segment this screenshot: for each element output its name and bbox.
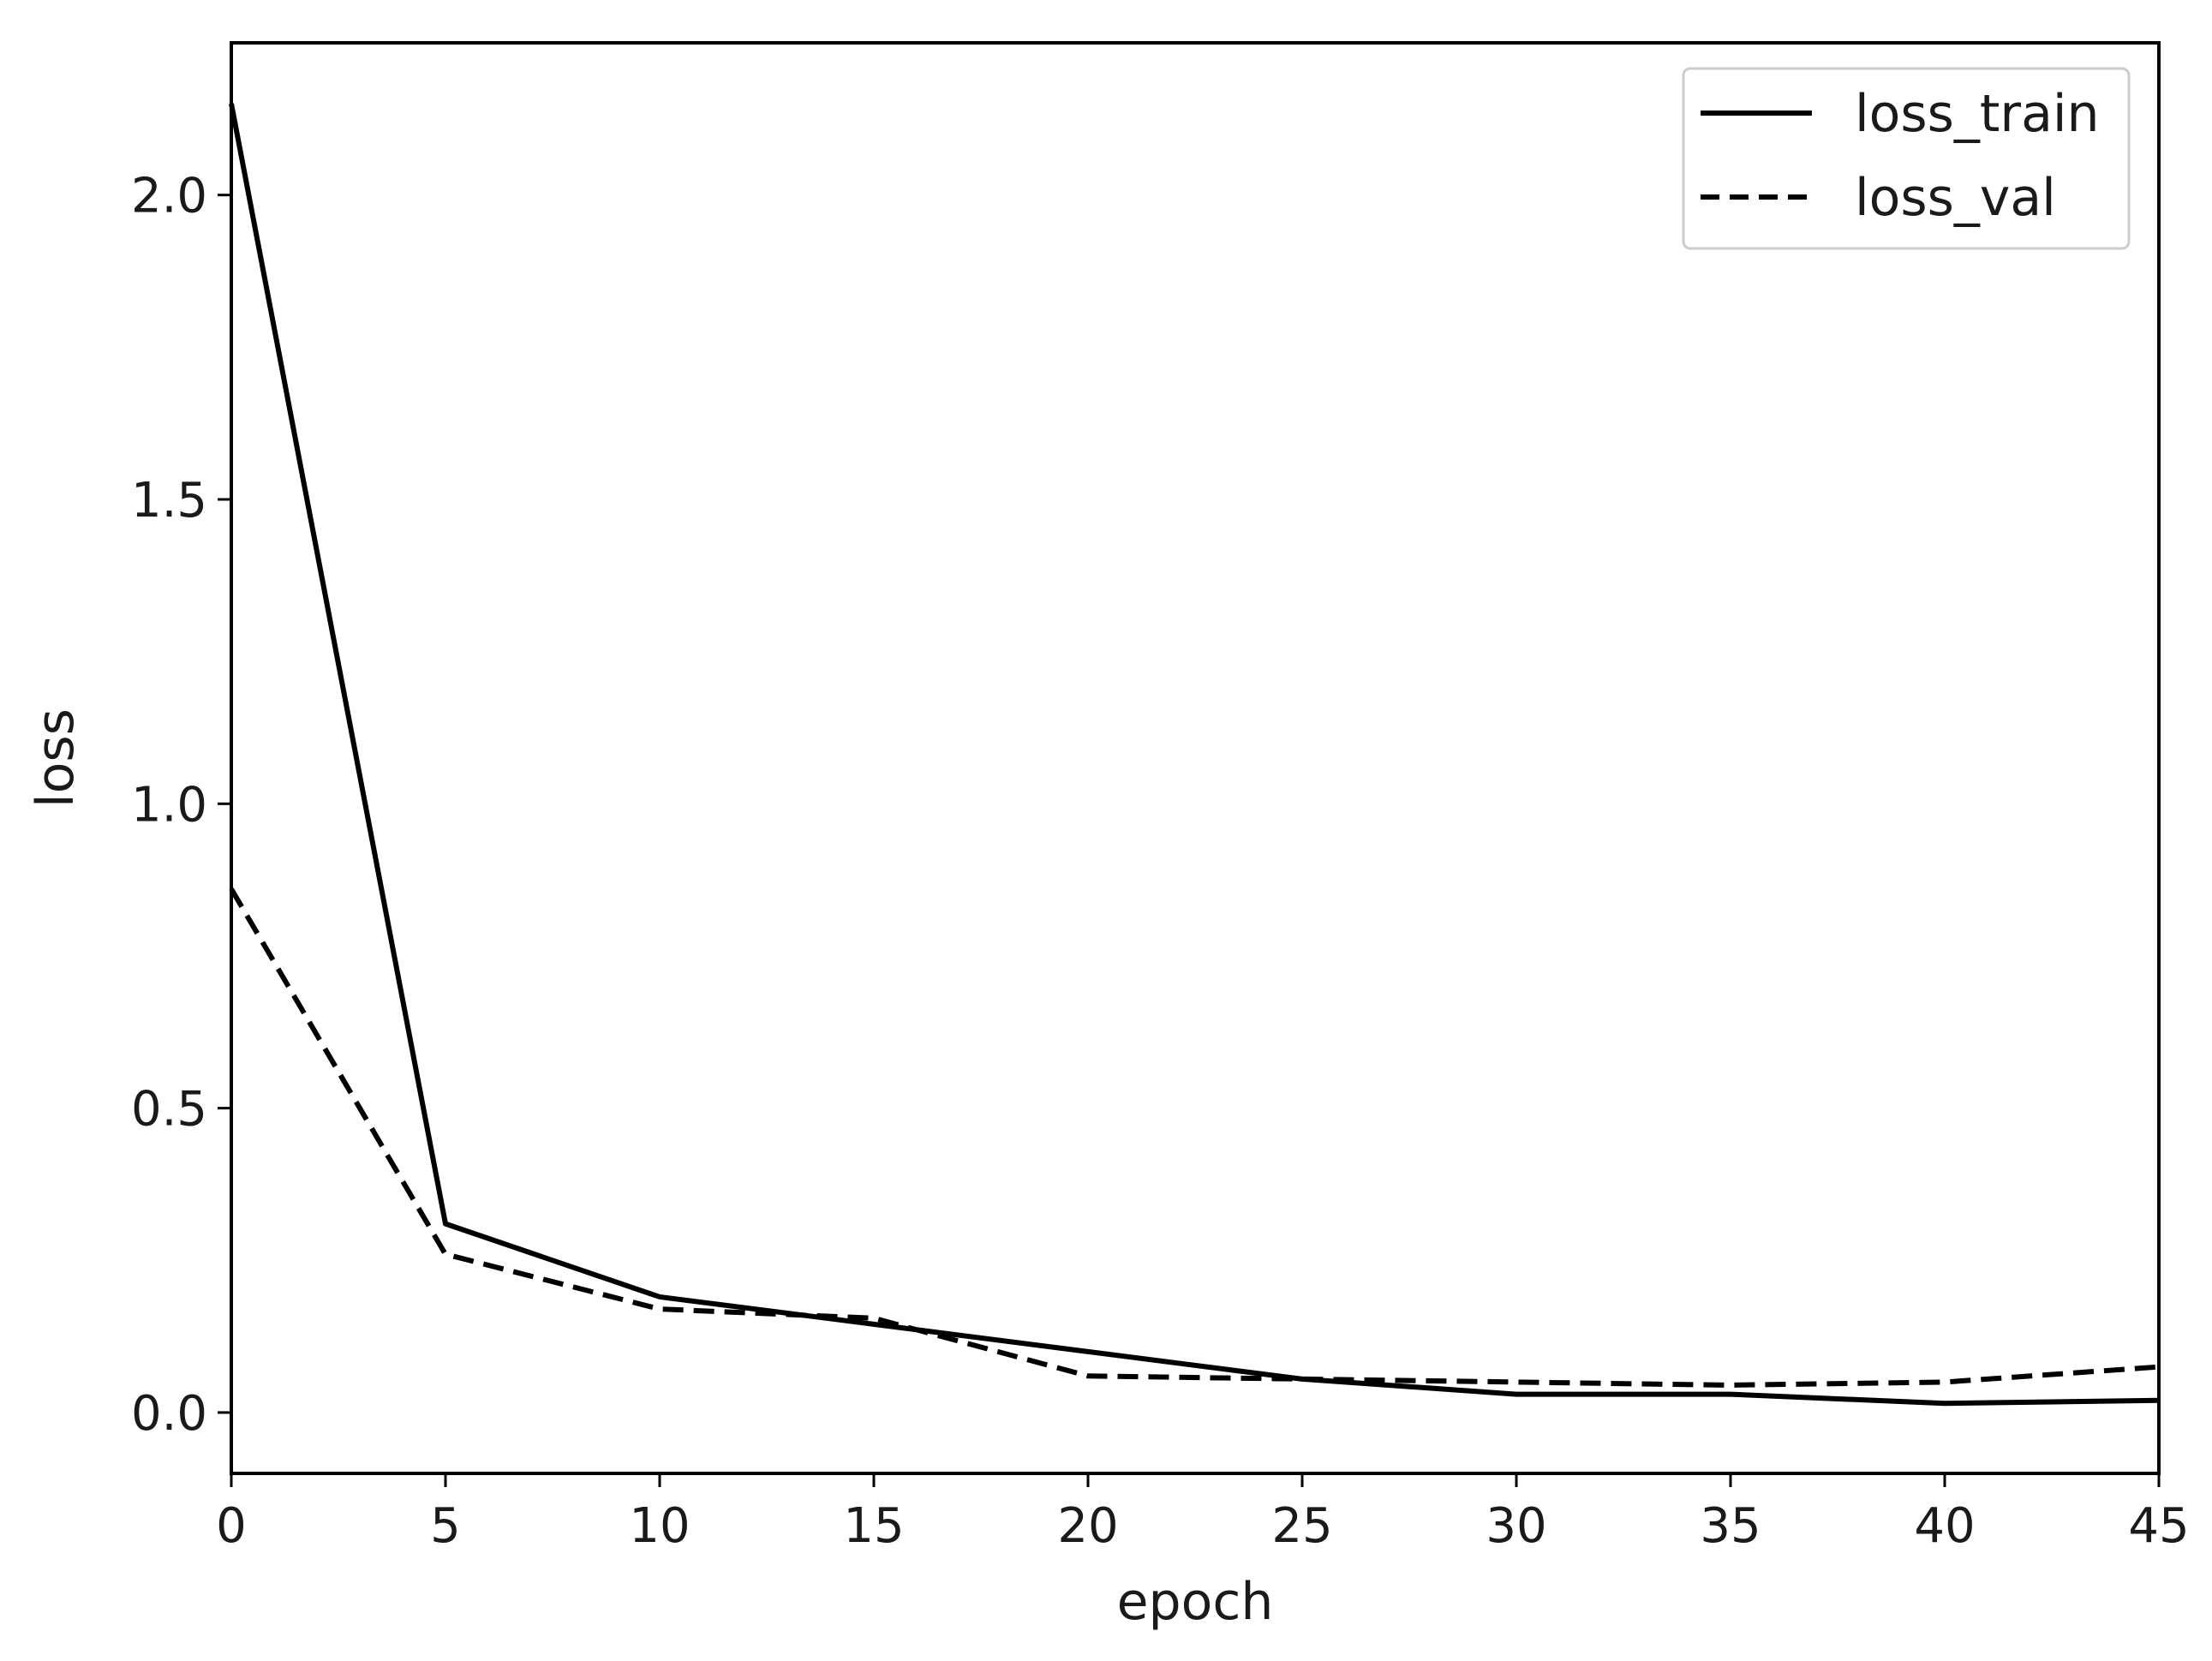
legend-label-loss-train: loss_train [1855, 84, 2100, 144]
x-tick-label: 40 [1914, 1498, 1975, 1554]
x-tick-label: 45 [2128, 1498, 2189, 1554]
y-tick-label: 2.0 [131, 169, 207, 224]
x-tick-label: 10 [629, 1498, 690, 1554]
x-axis-ticks: 0 5 10 15 20 25 30 35 40 45 [216, 1473, 2190, 1554]
x-tick-label: 20 [1057, 1498, 1118, 1554]
series-line-loss-train [229, 103, 2160, 1407]
x-tick-label: 0 [216, 1498, 247, 1554]
x-tick-label: 25 [1271, 1498, 1332, 1554]
y-tick-label: 0.0 [131, 1386, 207, 1442]
plot-frame [230, 41, 2161, 1475]
x-axis-label: epoch [1117, 1572, 1274, 1632]
x-tick-label: 35 [1700, 1498, 1761, 1554]
x-tick-label: 30 [1486, 1498, 1546, 1554]
x-tick-label: 15 [843, 1498, 904, 1554]
legend-label-loss-val: loss_val [1855, 168, 2056, 228]
y-tick-label: 1.0 [131, 777, 207, 833]
y-tick-label: 1.5 [131, 473, 207, 529]
y-axis-ticks: 0.0 0.5 1.0 1.5 2.0 [131, 169, 231, 1442]
y-axis-label: loss [26, 708, 86, 808]
series-line-loss-val [229, 887, 2160, 1388]
y-tick-label: 0.5 [131, 1082, 207, 1138]
x-tick-label: 5 [430, 1498, 461, 1554]
series-layer [229, 103, 2160, 1407]
legend: loss_train loss_val [1682, 67, 2131, 250]
